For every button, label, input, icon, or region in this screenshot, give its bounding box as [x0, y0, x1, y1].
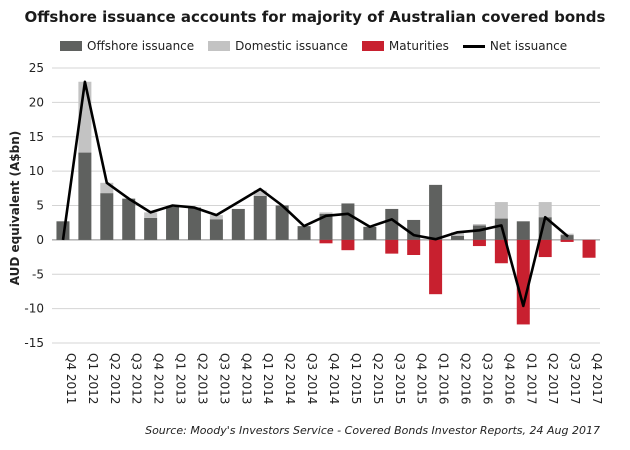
bar-offshore-issuance [319, 213, 333, 240]
legend-item-maturities: Maturities [361, 39, 449, 53]
bar-offshore-issuance [253, 195, 267, 240]
legend: Offshore issuance Domestic issuance Matu… [60, 38, 581, 54]
y-tick-label: -15 [24, 336, 44, 350]
y-tick-label: 10 [29, 164, 44, 178]
chart-title: Offshore issuance accounts for majority … [24, 8, 606, 26]
x-tick-label: Q4 2015 [415, 353, 429, 404]
x-tick-label: Q3 2016 [480, 353, 494, 404]
bar-domestic-issuance [253, 190, 267, 196]
x-tick-labels: Q4 2011 Q1 2012 Q2 2012 Q3 2012 Q4 2012 Q1 20… [64, 353, 604, 404]
legend-label-domestic: Domestic issuance [235, 39, 348, 53]
x-tick-label: Q1 2015 [349, 353, 363, 404]
x-tick-label: Q2 2012 [108, 353, 122, 404]
bar-offshore-issuance [451, 235, 465, 240]
bar-domestic-issuance [494, 202, 508, 219]
gridlines [52, 67, 600, 344]
y-tick-labels: 25 20 15 10 5 0 -5 -10 -15 [24, 61, 44, 350]
x-tick-label: Q1 2017 [524, 353, 538, 404]
bar-maturities [341, 239, 355, 251]
y-axis-label: AUD equivalent (A$bn) [8, 131, 22, 286]
bar-maturities [582, 239, 596, 258]
bar-maturities [385, 239, 399, 254]
bar-offshore-issuance [560, 235, 574, 240]
x-tick-label: Q2 2017 [546, 353, 560, 404]
bar-offshore-issuance [122, 198, 136, 240]
legend-item-net: Net issuance [462, 39, 568, 53]
x-tick-label: Q3 2015 [393, 353, 407, 404]
legend-swatch-maturities [361, 41, 384, 51]
x-tick-label: Q4 2017 [590, 353, 604, 404]
bar-maturities [494, 239, 508, 264]
bar-offshore-issuance [209, 219, 223, 240]
bar-offshore-issuance [187, 207, 201, 240]
bar-offshore-issuance [166, 206, 180, 240]
bar-offshore-issuance [78, 152, 92, 240]
bar-offshore-issuance [231, 208, 245, 240]
x-tick-label: Q1 2016 [437, 353, 451, 404]
x-tick-label: Q3 2017 [568, 353, 582, 404]
bar-offshore-issuance [341, 203, 355, 240]
legend-swatch-net [462, 44, 485, 48]
legend-item-domestic: Domestic issuance [208, 39, 348, 53]
bar-domestic-issuance [319, 212, 333, 214]
legend-label-maturities: Maturities [388, 39, 449, 53]
x-tick-label: Q2 2013 [195, 353, 209, 404]
bar-offshore-issuance [429, 184, 443, 240]
y-tick-label: -5 [32, 267, 44, 281]
bar-offshore-issuance [472, 225, 486, 240]
x-tick-label: Q3 2014 [305, 353, 319, 404]
bar-maturities [560, 239, 574, 242]
bar-maturities [319, 239, 333, 244]
x-tick-label: Q4 2011 [64, 353, 78, 404]
x-tick-label: Q1 2014 [261, 353, 275, 404]
bar-offshore-issuance [275, 205, 289, 240]
source-note: Source: Moody's Investors Service - Cove… [145, 424, 600, 437]
net-issuance-polyline [61, 80, 569, 308]
legend-label-offshore: Offshore issuance [87, 39, 195, 53]
x-tick-label: Q2 2016 [459, 353, 473, 404]
y-tick-label: -10 [24, 302, 44, 316]
bar-domestic-issuance [100, 182, 114, 194]
x-tick-label: Q1 2013 [174, 353, 188, 404]
x-tick-label: Q4 2014 [327, 353, 341, 404]
bar-maturities [516, 239, 530, 325]
bar-offshore-issuance [297, 226, 311, 240]
bar-offshore-issuance [516, 221, 530, 240]
y-tick-label: 20 [29, 95, 44, 109]
legend-swatch-offshore [60, 41, 82, 51]
bar-domestic-issuance [209, 215, 223, 220]
bar-domestic-issuance [144, 212, 158, 218]
y-tick-label: 15 [29, 130, 44, 144]
bar-maturities [429, 239, 443, 295]
bar-offshore-issuance [144, 217, 158, 240]
legend-label-net: Net issuance [489, 39, 568, 53]
bar-offshore-issuance [385, 208, 399, 240]
x-tick-label: Q3 2012 [130, 353, 144, 404]
x-tick-label: Q2 2015 [371, 353, 385, 404]
legend-swatch-domestic [208, 41, 231, 51]
y-tick-label: 0 [36, 233, 44, 247]
y-tick-label: 25 [29, 61, 44, 75]
net-issuance-line [61, 80, 569, 308]
bar-maturities [538, 239, 552, 258]
bar-offshore-issuance [363, 226, 377, 240]
legend-item-offshore: Offshore issuance [60, 39, 194, 53]
y-tick-label: 5 [36, 199, 44, 213]
bar-domestic-issuance [538, 202, 552, 218]
x-tick-label: Q3 2013 [217, 353, 231, 404]
bar-domestic-issuance [472, 224, 486, 226]
x-tick-label: Q4 2012 [152, 353, 166, 404]
bar-maturities [407, 239, 421, 255]
x-tick-label: Q2 2014 [283, 353, 297, 404]
bar-domestic-issuance [451, 232, 465, 236]
x-tick-label: Q4 2016 [502, 353, 516, 404]
x-tick-label: Q1 2012 [86, 353, 100, 404]
bar-offshore-issuance [100, 193, 114, 240]
x-tick-label: Q4 2013 [239, 353, 253, 404]
bar-maturities [472, 239, 486, 247]
